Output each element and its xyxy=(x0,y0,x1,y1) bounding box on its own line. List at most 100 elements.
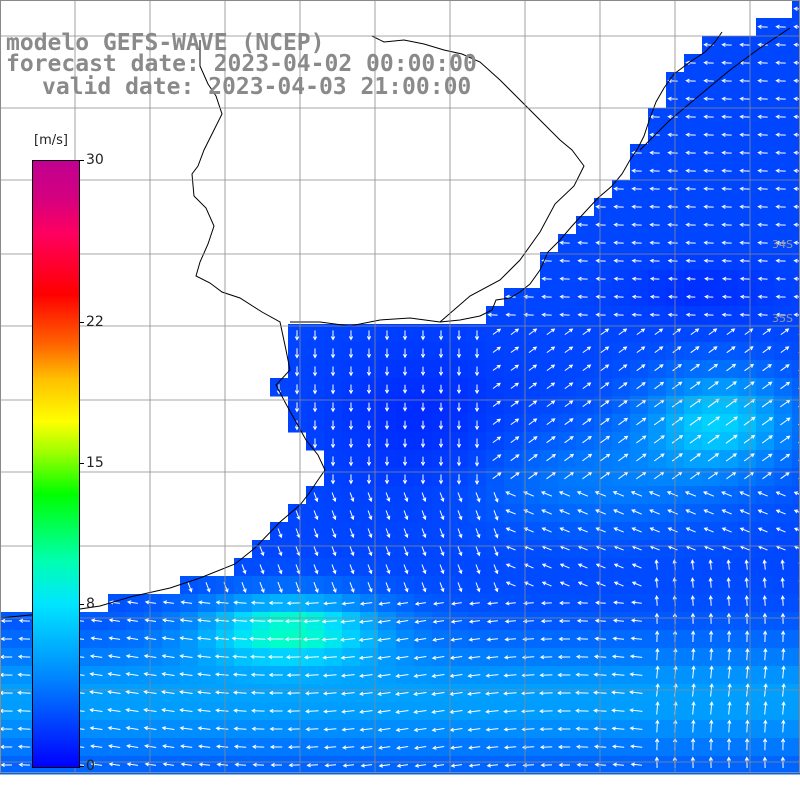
wind-arrow xyxy=(342,763,355,768)
wind-arrow xyxy=(654,577,659,588)
speed-cell xyxy=(792,342,800,361)
wind-arrow xyxy=(654,612,660,624)
wind-arrow xyxy=(691,647,696,661)
wind-arrow xyxy=(450,745,463,750)
wind-arrow xyxy=(179,690,193,695)
wind-arrow xyxy=(286,691,301,696)
wind-arrow xyxy=(726,756,732,769)
wind-arrow xyxy=(546,364,556,372)
wind-arrow xyxy=(413,637,427,642)
wind-arrow xyxy=(294,384,300,395)
wind-arrow xyxy=(474,348,480,359)
wind-arrow xyxy=(108,744,121,749)
wind-arrow xyxy=(757,168,768,173)
wind-arrow xyxy=(456,384,462,395)
wind-arrow xyxy=(438,438,444,449)
wind-arrow xyxy=(431,691,445,696)
wind-arrow xyxy=(546,382,556,390)
wind-arrow xyxy=(564,328,574,336)
wind-arrow xyxy=(721,312,732,317)
wind-arrow xyxy=(685,204,696,209)
wind-arrow xyxy=(557,654,571,660)
wind-arrow xyxy=(89,690,103,695)
wind-arrow xyxy=(559,600,570,606)
wind-arrow xyxy=(757,294,768,299)
wind-arrow xyxy=(708,595,713,606)
wind-arrow xyxy=(162,762,175,767)
wind-arrow xyxy=(780,756,786,769)
wind-arrow xyxy=(775,96,786,101)
wind-arrow xyxy=(666,491,679,497)
wind-arrow xyxy=(331,564,337,575)
wind-arrow xyxy=(504,637,517,642)
wind-arrow xyxy=(559,581,570,587)
wind-arrow xyxy=(215,600,229,605)
wind-arrow xyxy=(330,420,336,431)
wind-arrow xyxy=(456,402,462,412)
wind-arrow xyxy=(468,763,481,768)
wind-arrow xyxy=(685,509,696,515)
wind-arrow xyxy=(413,673,427,678)
wind-arrow xyxy=(685,186,696,191)
wind-arrow xyxy=(721,114,732,119)
wind-arrow xyxy=(595,509,606,515)
wind-arrow xyxy=(577,276,588,281)
wind-arrow xyxy=(322,691,337,696)
wind-arrow xyxy=(467,691,481,696)
wind-arrow xyxy=(541,509,552,515)
wind-arrow xyxy=(739,509,750,515)
wind-arrow xyxy=(744,363,755,372)
wind-arrow xyxy=(251,708,265,713)
speed-cell xyxy=(792,522,800,541)
wind-arrow xyxy=(340,673,355,678)
wind-arrow xyxy=(757,509,768,515)
wind-arrow xyxy=(341,745,355,750)
wind-arrow xyxy=(0,636,13,642)
wind-arrow xyxy=(775,78,786,83)
wind-arrow xyxy=(366,474,372,485)
wind-arrow xyxy=(162,744,175,749)
wind-arrow xyxy=(595,240,606,245)
speed-cell xyxy=(792,702,800,721)
wind-arrow xyxy=(703,96,714,101)
wind-arrow xyxy=(359,601,373,606)
wind-arrow xyxy=(629,654,643,659)
wind-arrow xyxy=(667,132,678,137)
lat-lon-grid xyxy=(0,0,800,773)
wind-arrow xyxy=(384,366,390,377)
wind-arrow xyxy=(396,601,409,606)
wind-arrow xyxy=(631,312,642,317)
wind-arrow xyxy=(302,637,320,642)
wind-arrow xyxy=(593,744,607,749)
wind-arrow xyxy=(505,527,516,533)
wind-arrow xyxy=(689,453,702,462)
wind-arrow xyxy=(414,763,427,768)
speed-cell xyxy=(792,684,800,703)
wind-arrow xyxy=(233,600,247,605)
wind-arrow xyxy=(395,727,409,732)
wind-arrow xyxy=(340,655,355,660)
wind-arrow xyxy=(179,654,193,659)
wind-arrow xyxy=(703,222,714,227)
wind-arrow xyxy=(744,595,749,606)
wind-arrow xyxy=(180,762,193,767)
wind-arrow xyxy=(775,527,786,533)
wind-arrow xyxy=(413,709,427,714)
wind-arrow xyxy=(359,673,373,678)
wind-arrow xyxy=(304,673,319,678)
wind-arrow xyxy=(143,636,157,641)
wind-arrow xyxy=(739,42,750,47)
wind-arrow xyxy=(631,222,642,227)
wind-arrow xyxy=(611,672,625,677)
wind-arrow xyxy=(745,665,750,679)
wind-arrow xyxy=(161,690,175,695)
wind-arrow xyxy=(707,416,720,426)
wind-arrow xyxy=(528,436,538,444)
wind-arrow xyxy=(359,691,373,696)
wind-arrow xyxy=(577,509,588,515)
wind-arrow xyxy=(348,348,354,359)
wind-arrow xyxy=(564,382,574,390)
wind-arrow xyxy=(690,363,701,372)
wind-arrow xyxy=(179,672,193,677)
